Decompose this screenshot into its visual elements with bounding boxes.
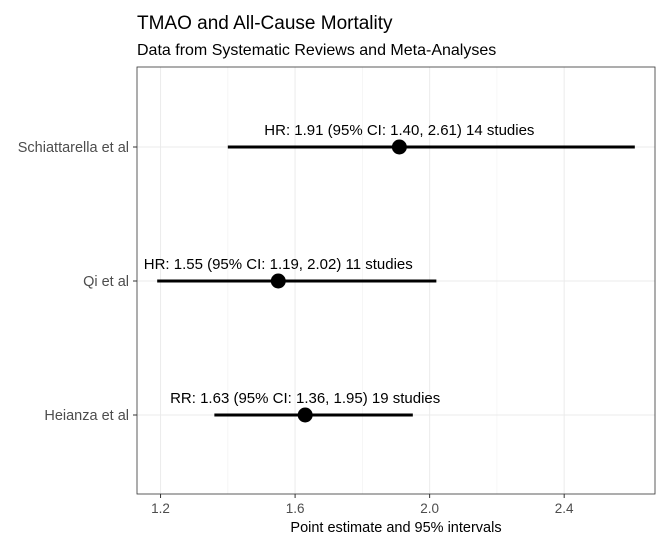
estimate-annotation: HR: 1.91 (95% CI: 1.40, 2.61) 14 studies (264, 122, 534, 139)
x-axis: 1.2 1.6 2.0 2.4 (151, 494, 574, 516)
chart-title: TMAO and All-Cause Mortality (137, 13, 393, 34)
point-estimate (391, 139, 407, 155)
x-tick-label: 2.0 (420, 501, 439, 516)
point-estimate (297, 407, 313, 423)
x-tick-label: 1.6 (286, 501, 305, 516)
x-axis-label: Point estimate and 95% intervals (290, 520, 501, 536)
plot-marks: HR: 1.91 (95% CI: 1.40, 2.61) 14 studies… (144, 122, 635, 423)
point-estimate (270, 273, 286, 289)
chart-subtitle: Data from Systematic Reviews and Meta-An… (137, 42, 496, 59)
estimate-annotation: RR: 1.63 (95% CI: 1.36, 1.95) 19 studies (170, 390, 440, 407)
y-tick-label: Qi et al (83, 274, 129, 290)
y-tick-label: Schiattarella et al (18, 140, 129, 156)
x-tick-label: 1.2 (151, 501, 170, 516)
estimate-annotation: HR: 1.55 (95% CI: 1.19, 2.02) 11 studies (144, 256, 413, 273)
y-tick-label: Heianza et al (44, 408, 129, 424)
y-axis: Schiattarella et al Qi et al Heianza et al (18, 140, 137, 424)
x-tick-label: 2.4 (555, 501, 574, 516)
